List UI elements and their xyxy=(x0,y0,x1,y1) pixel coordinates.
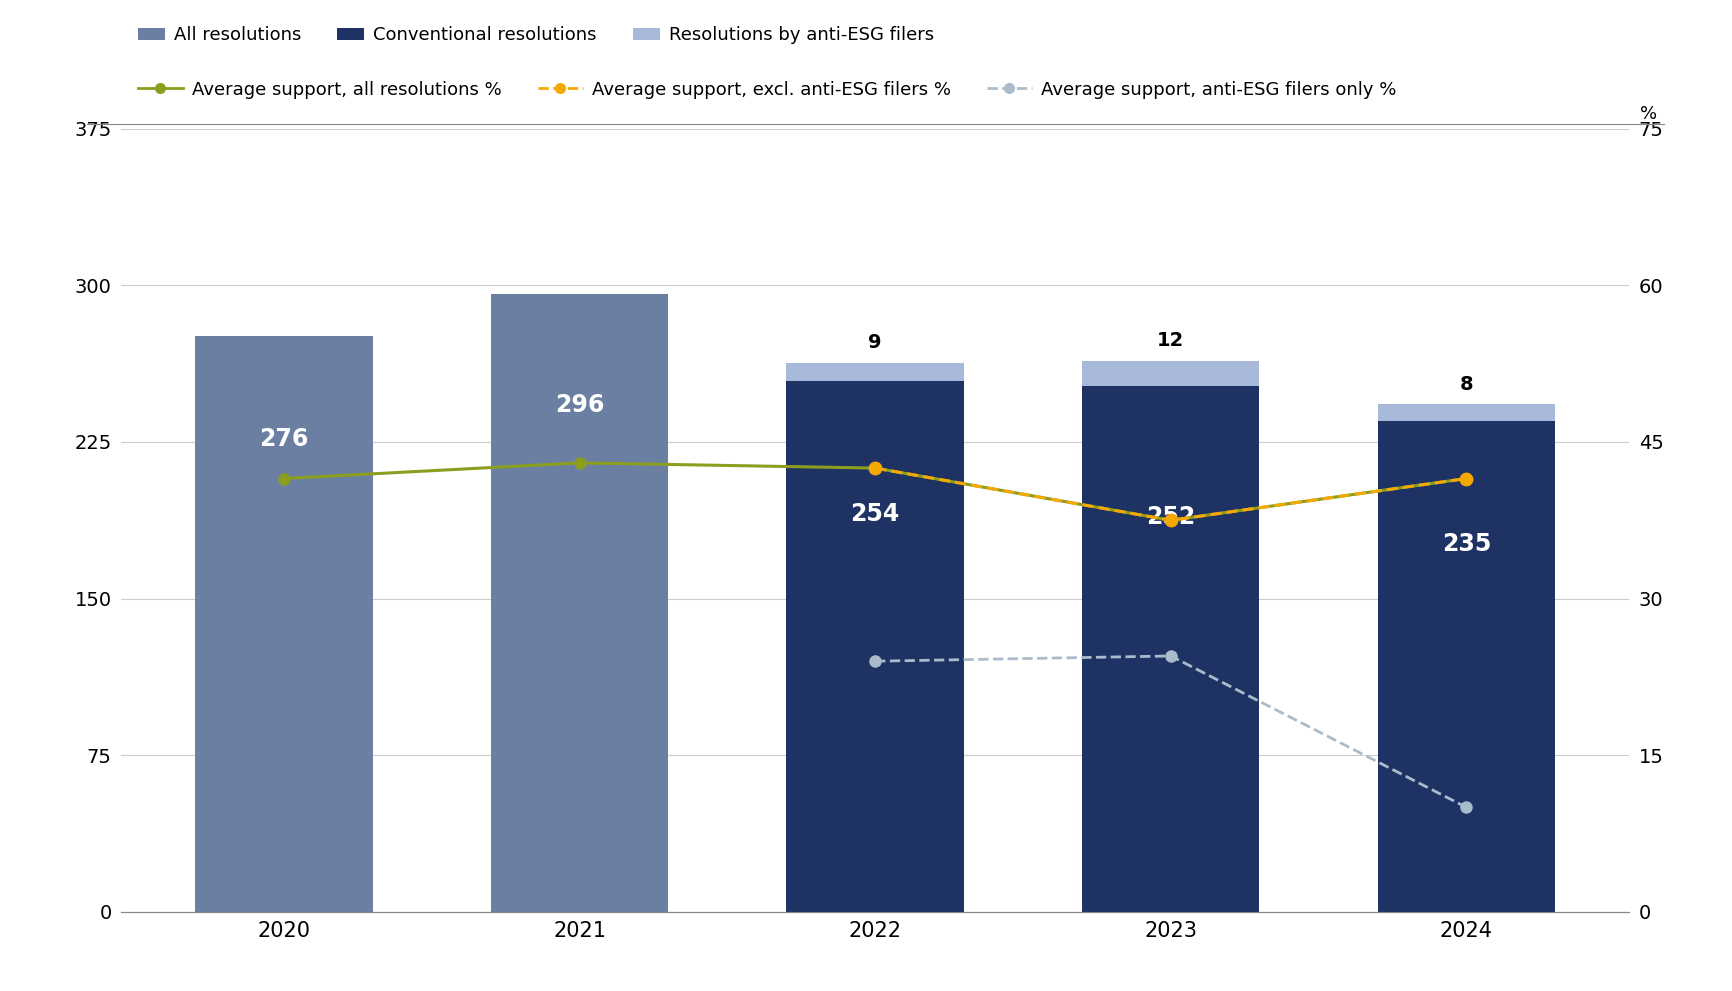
Text: %: % xyxy=(1638,105,1656,123)
Text: 252: 252 xyxy=(1145,505,1195,529)
Bar xyxy=(1377,404,1554,421)
Bar xyxy=(786,363,963,382)
Bar xyxy=(1377,404,1554,912)
Bar xyxy=(1081,361,1259,385)
Text: 235: 235 xyxy=(1441,532,1490,556)
Bar xyxy=(196,336,372,912)
Bar xyxy=(786,382,963,912)
Text: 9: 9 xyxy=(868,333,882,352)
Bar xyxy=(786,363,963,912)
Text: 12: 12 xyxy=(1157,331,1183,350)
Text: 276: 276 xyxy=(260,427,308,451)
Bar xyxy=(1377,421,1554,912)
Bar xyxy=(1081,385,1259,912)
Bar xyxy=(490,293,669,912)
Text: 8: 8 xyxy=(1458,375,1472,394)
Text: 296: 296 xyxy=(554,393,604,417)
Legend: Average support, all resolutions %, Average support, excl. anti-ESG filers %, Av: Average support, all resolutions %, Aver… xyxy=(130,73,1403,106)
Legend: All resolutions, Conventional resolutions, Resolutions by anti-ESG filers: All resolutions, Conventional resolution… xyxy=(130,19,940,52)
Bar xyxy=(1081,361,1259,912)
Text: 254: 254 xyxy=(850,502,899,526)
